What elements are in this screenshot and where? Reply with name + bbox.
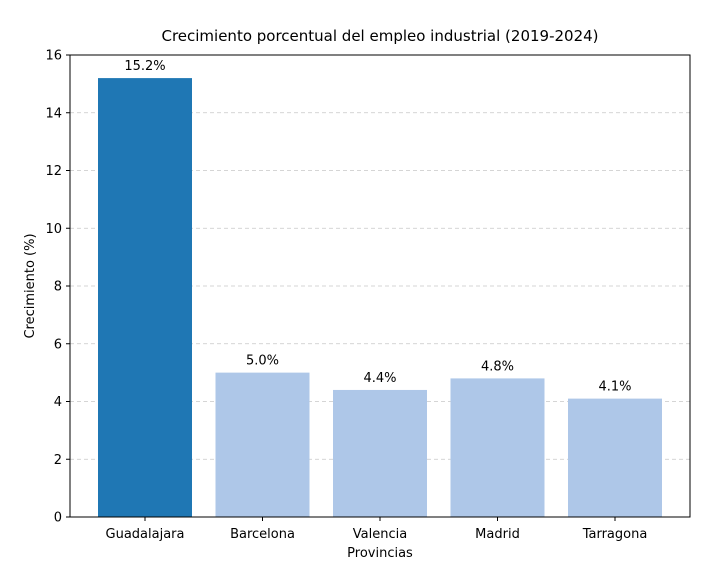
bar-guadalajara xyxy=(98,78,192,517)
x-tick-label: Guadalajara xyxy=(106,527,185,542)
x-axis-label: Provincias xyxy=(347,546,413,561)
x-tick-label: Barcelona xyxy=(230,527,295,542)
y-tick-label: 0 xyxy=(54,511,62,526)
data-label: 5.0% xyxy=(246,354,279,369)
x-tick-label: Valencia xyxy=(353,527,407,542)
data-label: 15.2% xyxy=(124,59,165,74)
bar-tarragona xyxy=(568,398,662,517)
data-label: 4.8% xyxy=(481,359,514,374)
y-tick-label: 2 xyxy=(54,453,62,468)
y-tick-label: 12 xyxy=(45,164,62,179)
y-tick-label: 6 xyxy=(54,337,62,352)
bar-barcelona xyxy=(215,372,310,517)
y-axis-label: Crecimiento (%) xyxy=(23,233,38,338)
y-tick-label: 8 xyxy=(54,280,62,295)
x-tick-label: Madrid xyxy=(475,527,520,542)
bar-valencia xyxy=(333,389,427,517)
y-tick-label: 4 xyxy=(54,395,62,410)
y-tick-label: 10 xyxy=(45,222,62,237)
data-label: 4.1% xyxy=(598,380,631,395)
y-tick-label: 16 xyxy=(45,49,62,64)
x-tick-label: Tarragona xyxy=(582,527,648,542)
y-tick-label: 14 xyxy=(45,106,62,121)
data-label: 4.4% xyxy=(363,371,396,386)
bar-madrid xyxy=(450,378,545,517)
chart-title: Crecimiento porcentual del empleo indust… xyxy=(161,27,598,45)
